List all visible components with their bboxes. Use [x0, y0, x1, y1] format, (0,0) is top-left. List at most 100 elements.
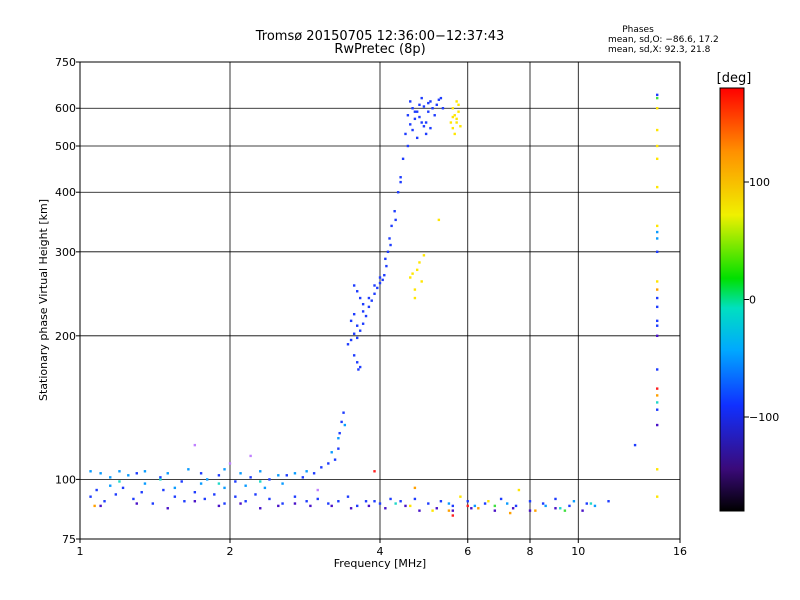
data-point [655, 107, 659, 110]
data-point [213, 493, 216, 496]
phase-box-line2: mean, sd,X: 92.3, 21.8 [608, 45, 711, 55]
data-point [508, 511, 512, 515]
data-point [349, 507, 353, 510]
data-point [114, 493, 118, 496]
data-point [285, 474, 288, 477]
grid-lines [80, 62, 680, 539]
data-point [301, 476, 305, 479]
chart-subtitle: RwPretec (8p) [334, 42, 425, 57]
data-point [244, 484, 247, 487]
data-point [413, 296, 417, 300]
data-point [413, 486, 417, 490]
data-point [655, 185, 659, 189]
data-point [330, 504, 333, 508]
data-point [655, 468, 659, 471]
data-point [367, 305, 371, 309]
data-point [386, 250, 390, 254]
data-point [373, 500, 376, 503]
data-point [367, 504, 371, 508]
data-point [337, 437, 340, 440]
data-point [378, 276, 382, 279]
data-point [447, 502, 451, 505]
data-point [384, 507, 387, 510]
data-point [477, 507, 480, 510]
data-point [451, 115, 455, 119]
data-point [441, 107, 445, 110]
data-point [330, 451, 333, 454]
data-point [420, 121, 423, 124]
data-point [394, 218, 397, 222]
data-point [223, 486, 226, 490]
y-tick-label: 200 [55, 330, 76, 343]
data-point [217, 482, 221, 485]
data-point [455, 100, 458, 103]
data-point [217, 504, 221, 508]
data-point [293, 495, 297, 498]
data-point [263, 486, 267, 490]
data-point [511, 507, 515, 510]
data-point [427, 101, 430, 105]
colorbar [719, 87, 745, 512]
y-tick-label: 75 [62, 533, 76, 546]
data-point [180, 480, 183, 483]
data-point [173, 486, 177, 490]
data-point [655, 423, 659, 427]
data-point [655, 319, 659, 323]
data-point [205, 478, 209, 481]
data-point [534, 509, 537, 512]
data-point [451, 504, 455, 508]
y-axis-ticks: 75 100 200 300 400 500 600 750 [55, 56, 80, 546]
data-point [424, 121, 428, 124]
data-point [93, 504, 96, 508]
data-point [431, 509, 434, 512]
data-point [352, 354, 356, 357]
data-point [466, 504, 469, 508]
data-point [249, 476, 252, 479]
data-point [655, 408, 659, 411]
data-point [455, 117, 458, 121]
data-point [420, 96, 423, 100]
data-point [404, 132, 407, 136]
data-point [396, 191, 400, 194]
data-point [376, 286, 379, 290]
data-point [320, 466, 323, 469]
data-point [655, 368, 659, 371]
data-point [337, 500, 340, 503]
data-point [355, 504, 359, 508]
data-point [358, 329, 362, 332]
phase-box-line1: mean, sd,O: −86.6, 17.2 [608, 35, 719, 45]
data-point [239, 472, 242, 475]
colorbar-ticks: 100 0 −100 [744, 176, 779, 424]
y-tick-label: 100 [55, 473, 76, 486]
data-point [585, 502, 588, 505]
data-point [135, 502, 138, 505]
x-tick-label: 16 [673, 545, 687, 558]
data-point [541, 502, 545, 505]
data-point [361, 302, 365, 306]
data-point [305, 470, 308, 473]
data-point [223, 468, 226, 471]
data-point [367, 296, 371, 300]
data-point [217, 474, 221, 477]
data-point [394, 502, 397, 505]
data-point [554, 497, 557, 501]
data-point [373, 470, 376, 473]
data-point [439, 500, 443, 503]
data-point [389, 497, 392, 501]
data-point [607, 500, 610, 503]
data-point [316, 497, 319, 501]
data-point [316, 488, 319, 492]
y-tick-label: 750 [55, 56, 76, 69]
data-point [449, 121, 453, 124]
data-point [655, 93, 659, 97]
data-point [143, 470, 147, 473]
data-point [268, 497, 271, 501]
data-point [409, 504, 412, 508]
data-point [337, 447, 340, 450]
data-point [281, 482, 284, 485]
data-point [223, 502, 226, 505]
data-point [451, 126, 455, 130]
x-tick-label: 4 [377, 545, 384, 558]
data-point [655, 237, 659, 240]
